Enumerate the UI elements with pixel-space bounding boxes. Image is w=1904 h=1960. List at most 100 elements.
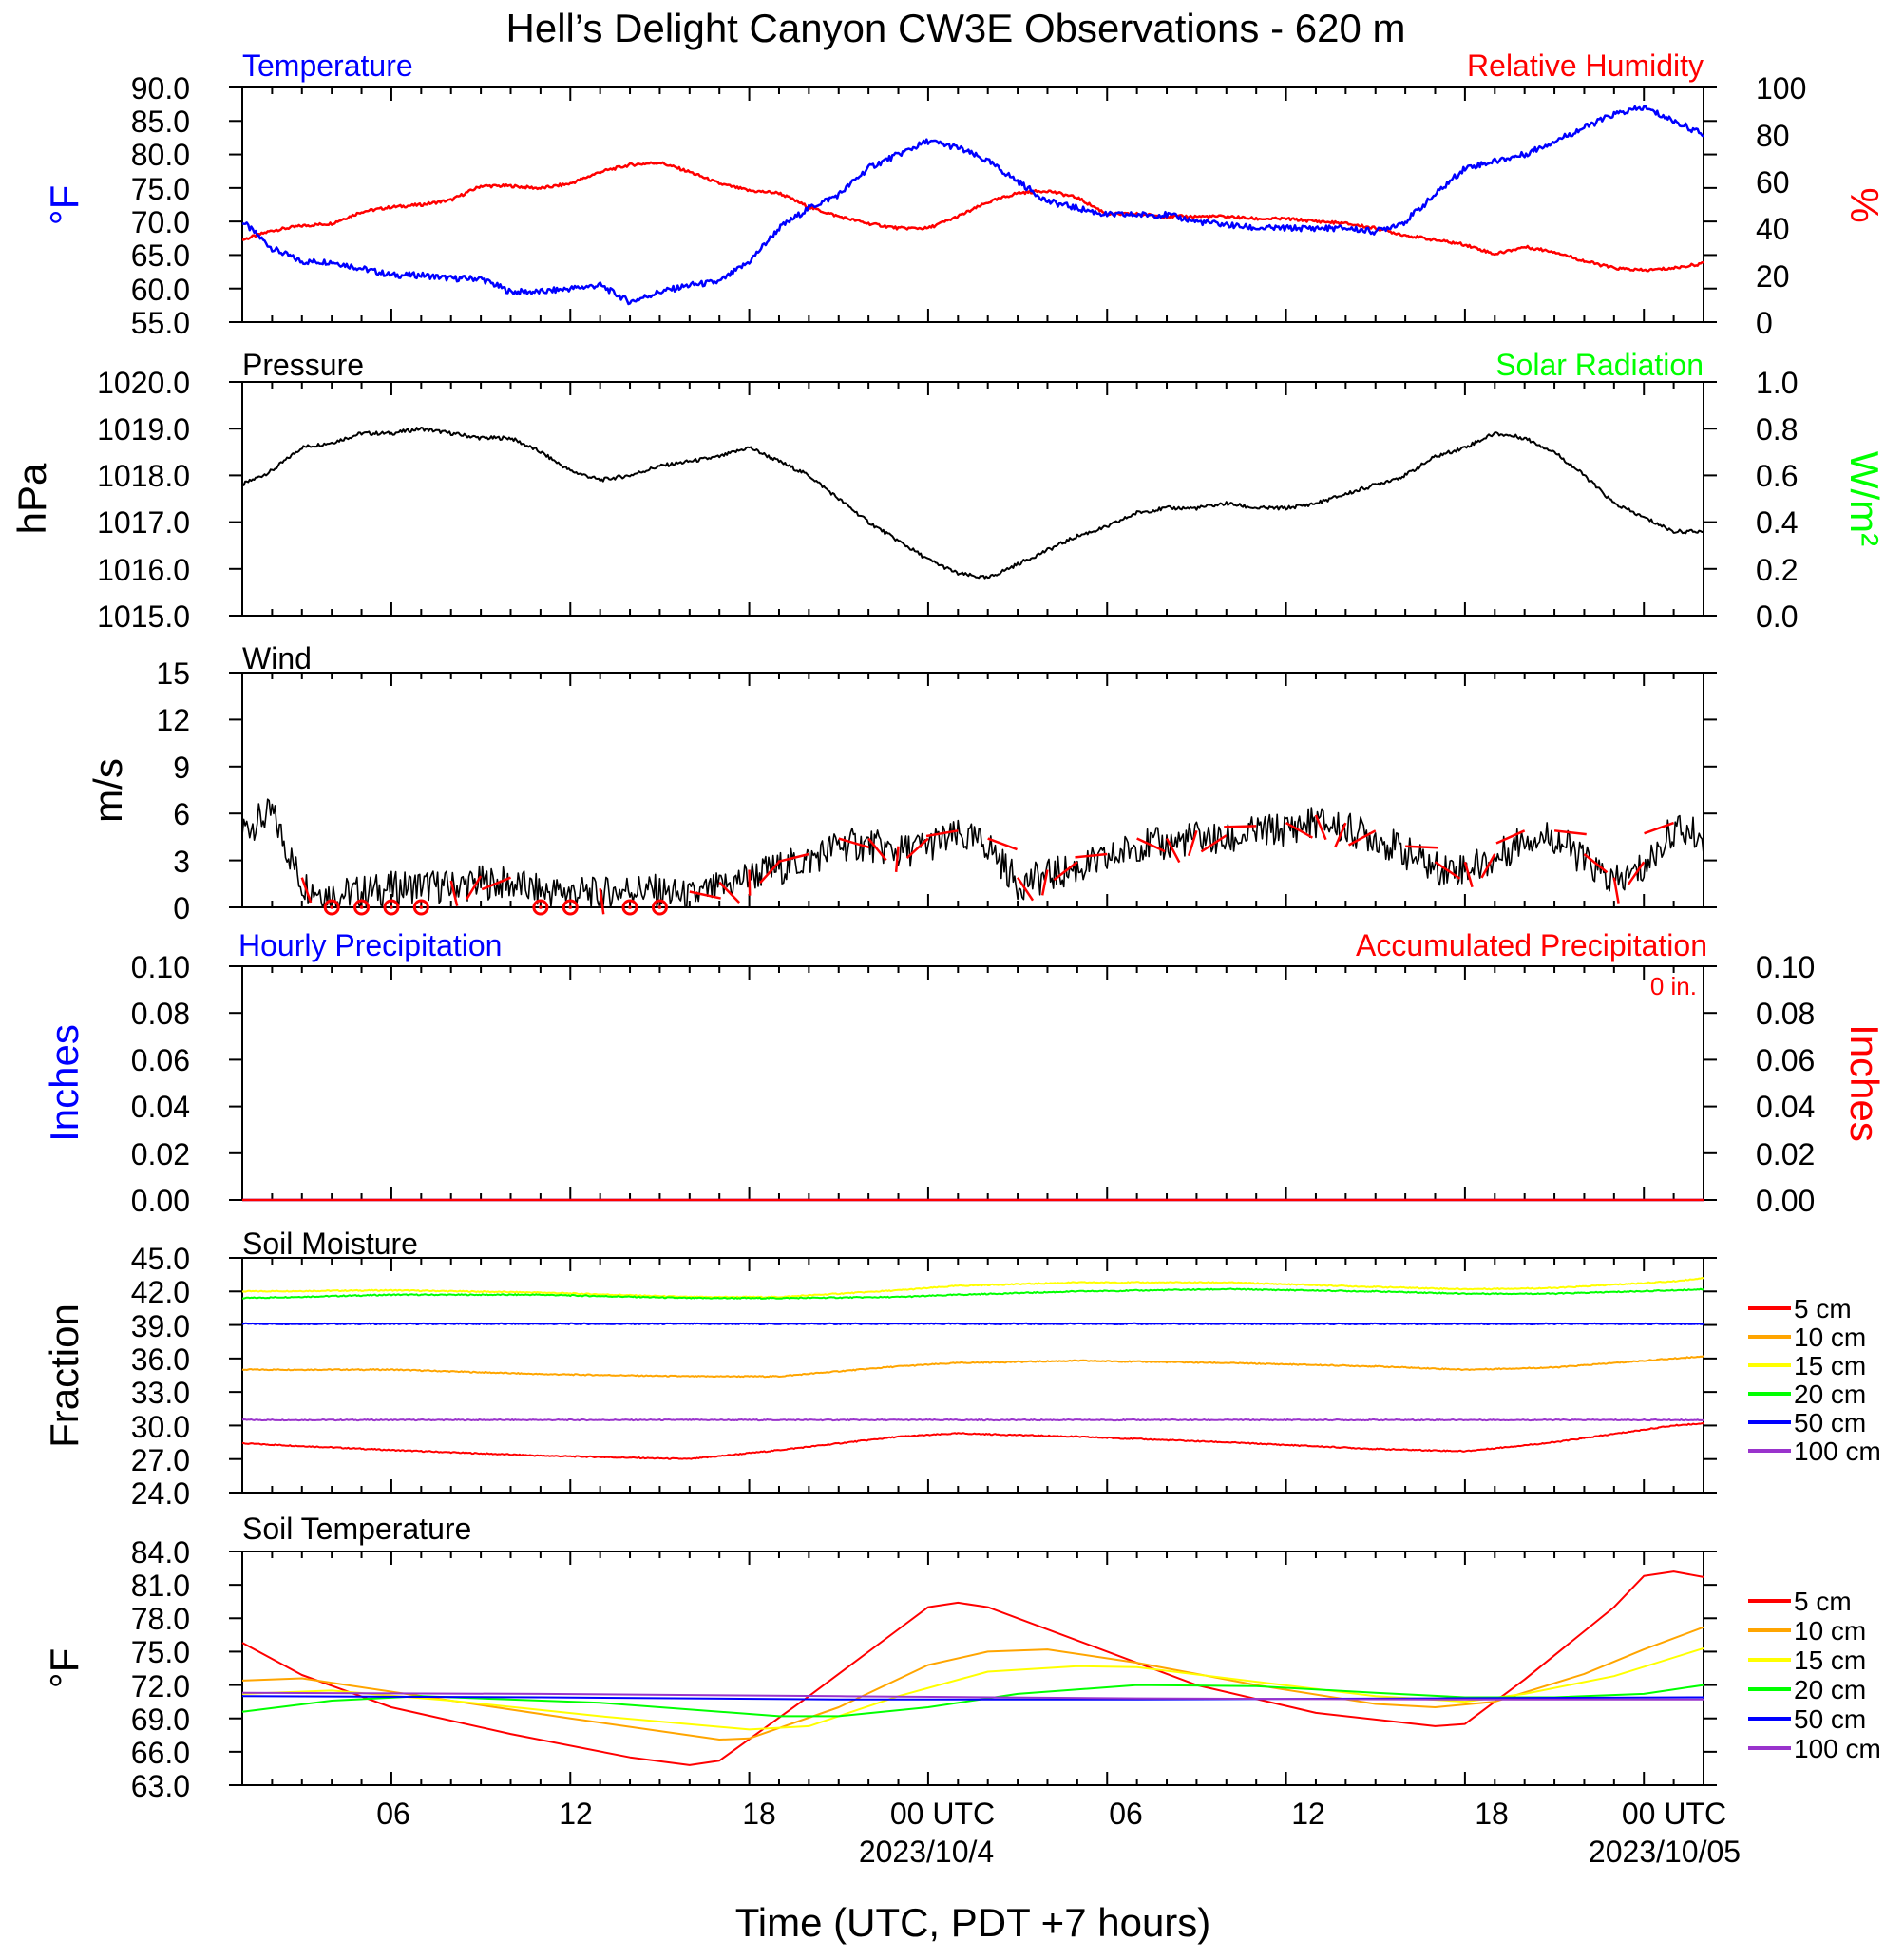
legend-label: 15 cm [1794,1646,1866,1675]
wind-title: Wind [242,641,312,676]
calm-marker [383,899,400,916]
solar-tick-label: 0.6 [1756,459,1798,493]
legend-label: 50 cm [1794,1408,1866,1437]
hourly-precip-ticks: 0.10 0.08 0.06 0.04 0.02 0.00 [131,950,190,1218]
calm-marker-dot [657,905,662,909]
calm-marker-dot [330,905,333,909]
temperature-tick-label: 90.0 [131,71,190,105]
x-tick-label: 00 UTC [1622,1797,1726,1831]
wind-barb [1200,834,1228,853]
wind-barb [466,875,483,901]
accum-precip-tick-label: 0.08 [1756,997,1815,1031]
soil-moisture-tick-label: 45.0 [131,1242,190,1276]
wind-barb [759,861,780,885]
wind-barb [1075,852,1108,859]
legend-label: 15 cm [1794,1351,1866,1380]
wind-barb [599,888,605,915]
soil-temp-series-5-cm [241,1570,1704,1766]
wind-barb [894,846,900,873]
soil-moisture-tick-label: 39.0 [131,1309,190,1343]
humidity-tick-label: 0 [1756,306,1773,340]
solar-tick-label: 0.0 [1756,599,1798,634]
wind-barb [1187,829,1198,857]
pressure-tick-label: 1020.0 [97,366,190,400]
x-tick-label: 06 [1109,1797,1143,1831]
panel-soil-moisture: Soil Moisture Fraction 45.0 42.0 39.0 36… [42,1227,1881,1511]
wind-barb [300,877,313,904]
accum-precip-title: Accumulated Precipitation [1356,928,1707,962]
wind-tick-label: 12 [156,703,190,737]
panel-frame-soil-moisture [241,1257,1704,1494]
hourly-precip-tick-label: 0.02 [131,1137,190,1171]
soil-temperature-tick-label: 69.0 [131,1703,190,1737]
x-date-label: 2023/10/4 [859,1835,994,1869]
legend-label: 10 cm [1794,1323,1866,1352]
calm-marker-dot [359,905,364,909]
wind-barb [1285,821,1314,839]
solar-tick-label: 0.2 [1756,553,1798,587]
wind-axis-unit: m/s [86,758,130,823]
accum-precip-total: 0 in. [1650,972,1697,1000]
wind-barb [1334,822,1347,848]
soil-moisture-legend: 5 cm 10 cm 15 cm 20 cm 50 cm 100 cm [1748,1294,1881,1466]
solar-tick-label: 1.0 [1756,366,1798,400]
soil-moisture-tick-label: 27.0 [131,1443,190,1477]
calm-marker-dot [390,905,393,909]
humidity-tick-label: 100 [1756,71,1806,105]
temperature-tick-label: 55.0 [131,306,190,340]
temperature-tick-label: 80.0 [131,138,190,172]
humidity-tick-label: 40 [1756,212,1790,246]
wind-barb [777,852,809,864]
wind-barb [1644,821,1675,835]
calm-marker [651,899,668,916]
calm-marker [621,899,638,916]
wind-barb [1495,829,1526,845]
wind-ticks: 15 12 9 6 3 0 [156,657,190,925]
soil-moisture-axis-unit: Fraction [42,1303,86,1448]
wind-barb [718,881,741,904]
plot-layer [229,86,1717,1786]
panel-soil-temperature: Soil Temperature °F 84.0 81.0 78.0 75.0 … [42,1512,1881,1803]
pressure-tick-label: 1019.0 [97,412,190,447]
temperature-title: Temperature [242,48,413,83]
wind-tick-label: 0 [173,891,190,925]
soil-temperature-tick-label: 63.0 [131,1769,190,1803]
figure-title: Hell’s Delight Canyon CW3E Observations … [506,6,1406,50]
soil-moisture-tick-label: 33.0 [131,1376,190,1410]
humidity-title: Relative Humidity [1467,48,1704,83]
wind-barb [1583,853,1609,874]
x-tick-label: 06 [376,1797,410,1831]
wind-tick-label: 6 [173,797,190,831]
wind-barb [1553,829,1587,836]
wind-barb [867,837,887,862]
soil-temperature-tick-label: 72.0 [131,1669,190,1703]
solar-tick-label: 0.4 [1756,505,1798,540]
temperature-axis-unit: °F [42,185,86,225]
accum-precip-tick-label: 0.00 [1756,1184,1815,1218]
hourly-precip-tick-label: 0.10 [131,950,190,984]
soil-moisture-tick-label: 36.0 [131,1342,190,1377]
wind-barb [1347,829,1377,847]
wind-barb [1434,861,1461,880]
wind-barb [1463,861,1474,888]
hourly-precip-tick-label: 0.06 [131,1043,190,1077]
soil-moisture-series-10-cm [241,1355,1704,1379]
temperature-ticks: 90.0 85.0 80.0 75.0 70.0 65.0 60.0 55.0 [131,71,190,340]
wind-barb [1480,853,1496,879]
soil-temp-series-50-cm [241,1695,1704,1701]
solar-axis-unit: W/m² [1842,451,1887,546]
soil-temperature-title: Soil Temperature [242,1512,471,1546]
accum-precip-axis-unit: Inches [1842,1024,1887,1142]
hourly-precip-tick-label: 0.00 [131,1184,190,1218]
wind-barb [1053,861,1078,882]
temperature-tick-label: 85.0 [131,105,190,139]
calm-marker [412,899,429,916]
soil-moisture-ticks: 45.0 42.0 39.0 36.0 33.0 30.0 27.0 24.0 [131,1242,190,1511]
panel-wind: Wind m/s 15 12 9 6 3 0 [86,641,1704,925]
soil-moisture-series-20-cm [241,1287,1704,1300]
wind-barb [905,837,929,859]
calm-marker-dot [419,905,424,909]
calm-marker [532,899,549,916]
wind-barb [925,829,959,838]
